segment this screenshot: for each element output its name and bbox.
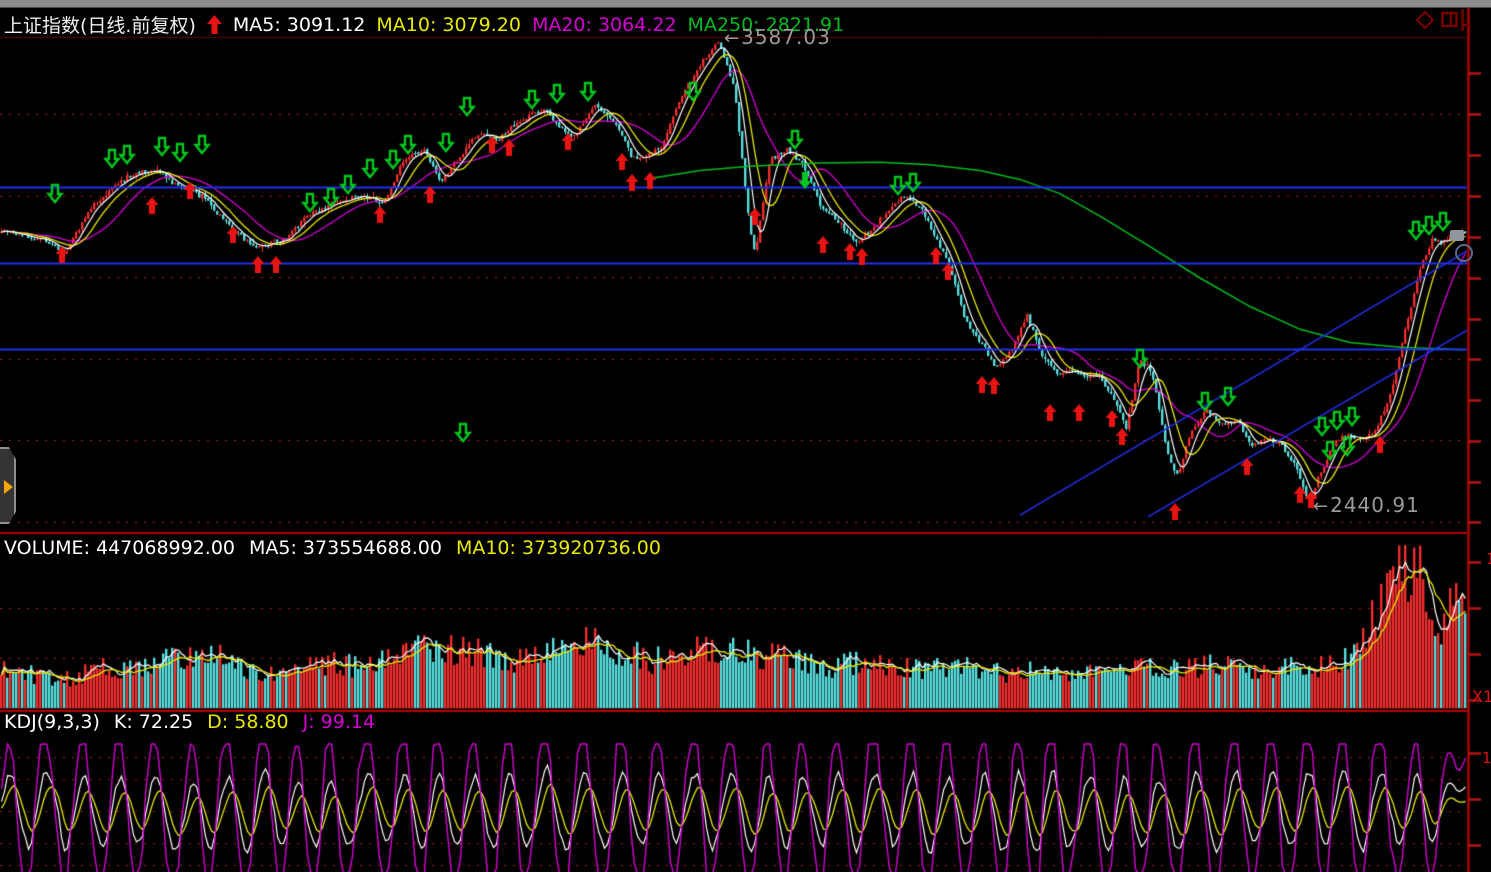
symbol-title: 上证指数(日线.前复权) [4, 15, 196, 37]
kdj-j-readout: J: 99.14 [302, 711, 376, 733]
volume-scale-label: X1 [1472, 687, 1491, 706]
panel-expand-tab[interactable] [0, 447, 16, 524]
low-price-value: 2440.91 [1330, 493, 1420, 517]
corner-controls [1415, 9, 1469, 31]
kdj-name: KDJ(9,3,3) [4, 711, 100, 733]
low-price-annotation: ←2440.91 [1313, 493, 1420, 517]
main-chart-legend: 上证指数(日线.前复权) MA5: 3091.12 MA10: 3079.20 … [4, 11, 844, 38]
window-top-edge [0, 0, 1491, 8]
peak-price-value: 3587.03 [741, 25, 831, 49]
volume-axis-label: 1 [1486, 550, 1491, 568]
ma250-readout: MA250: 2821.91 [687, 13, 845, 36]
ma20-readout: MA20: 3064.22 [531, 13, 677, 36]
expand-arrow-icon [4, 480, 13, 494]
volume-ma10-readout: MA10: 373920736.00 [455, 537, 661, 559]
window-split-icon[interactable] [1441, 9, 1469, 31]
volume-ma5-readout: MA5: 373554688.00 [249, 537, 442, 559]
current-price-marker [1450, 230, 1464, 241]
volume-legend: VOLUME: 447068992.00 MA5: 373554688.00 M… [4, 537, 661, 559]
annotation-arrow-icon: ← [724, 28, 741, 49]
volume-readout: VOLUME: 447068992.00 [4, 537, 236, 559]
up-arrow-icon [206, 15, 222, 34]
kdj-d-readout: D: 58.80 [207, 711, 289, 733]
kdj-axis-label: 1 [1482, 749, 1491, 767]
kdj-legend: KDJ(9,3,3) K: 72.25 D: 58.80 J: 99.14 [4, 711, 375, 733]
ma5-readout: MA5: 3091.12 [232, 13, 366, 36]
ma10-readout: MA10: 3079.20 [376, 13, 521, 36]
last-bar-highlight [1455, 244, 1473, 262]
diamond-icon[interactable] [1415, 10, 1435, 30]
peak-price-annotation: ←3587.03 [724, 25, 831, 49]
annotation-arrow-icon: ← [1313, 496, 1330, 517]
kdj-k-readout: K: 72.25 [113, 711, 194, 733]
